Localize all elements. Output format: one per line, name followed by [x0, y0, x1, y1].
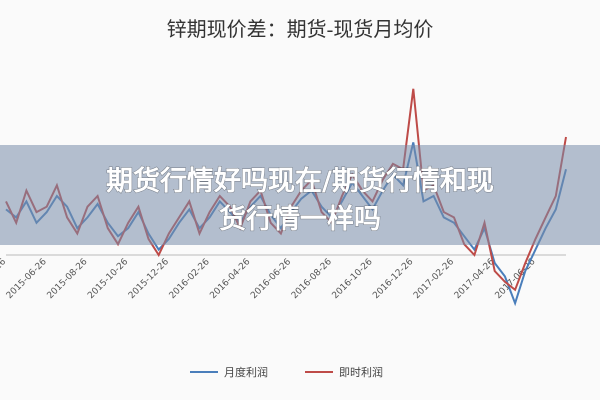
chart-title: 锌期现价差：期货-现货月均价: [167, 18, 434, 41]
legend-label: 月度利润: [224, 365, 268, 379]
banner-text: 货行情一样吗: [219, 203, 381, 235]
legend: 月度利润 即时利润: [190, 365, 383, 379]
banner-text: 期货行情好吗现在/期货行情和现: [106, 165, 494, 197]
legend-label: 即时利润: [339, 365, 383, 379]
banner: [0, 145, 600, 245]
